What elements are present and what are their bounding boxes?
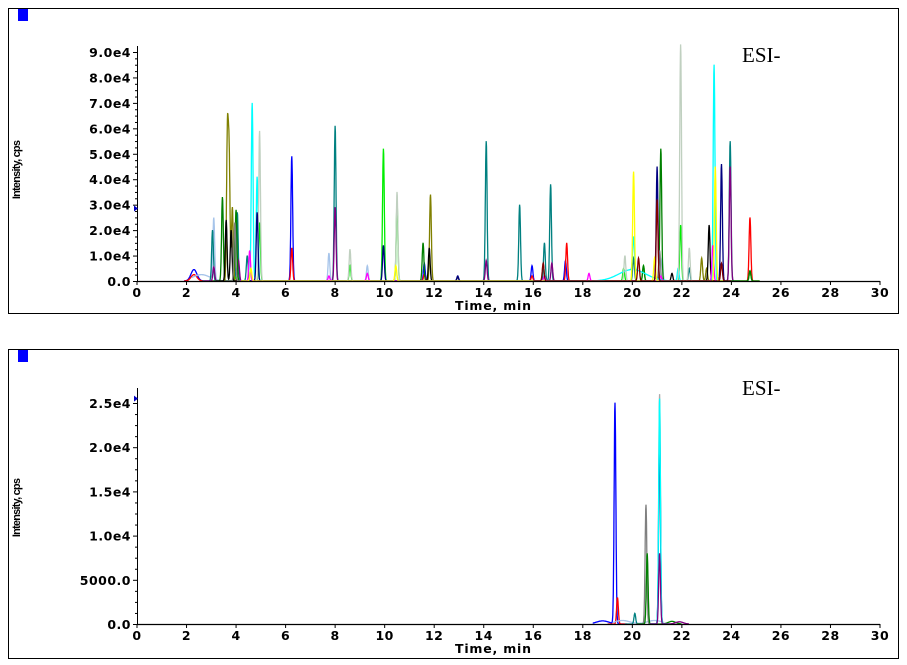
y-tick-label: 5.0e4	[89, 147, 131, 162]
x-tick-label: 28	[821, 628, 839, 643]
x-tick-label: 12	[425, 285, 443, 300]
y-tick-label: 8.0e4	[89, 70, 131, 85]
series-lightsteelblue	[612, 619, 665, 624]
ionization-mode-annotation: ESI-	[742, 43, 781, 67]
x-tick-label: 24	[722, 628, 740, 643]
y-tick-label: 1.0e4	[89, 529, 131, 544]
legend-square-icon	[18, 350, 28, 362]
x-tick-label: 0	[132, 285, 141, 300]
x-tick-label: 2	[182, 285, 191, 300]
chart-panel-1: 0.0 1.0e4 2.0e4 3.0e4 4.0e4 5.0e4 6.0e4 7.0e4 8.…	[8, 8, 899, 314]
x-tick-label: 26	[772, 285, 790, 300]
x-tick-label: 16	[524, 628, 542, 643]
y-tick-label: 2.0e4	[89, 223, 131, 238]
y-axis-label: Intensity, cps	[11, 140, 23, 199]
y-tick-label: 6.0e4	[89, 121, 131, 136]
x-tick-label: 16	[524, 285, 542, 300]
y-tick-label: 0.0	[107, 617, 131, 632]
y-axis-marker-icon	[134, 395, 138, 402]
panel-frame	[8, 8, 899, 314]
x-tick-label: 8	[331, 285, 340, 300]
x-tick-label: 6	[281, 285, 290, 300]
ionization-mode-annotation: ESI-	[742, 376, 781, 400]
x-tick-label: 14	[475, 628, 493, 643]
x-tick-label: 22	[673, 628, 691, 643]
x-tick-label: 12	[425, 628, 443, 643]
y-tick-label: 5000.0	[80, 573, 131, 588]
x-tick-label: 10	[375, 628, 393, 643]
x-tick-label: 0	[132, 628, 141, 643]
x-tick-label: 4	[231, 628, 240, 643]
y-tick-label: 7.0e4	[89, 96, 131, 111]
y-axis-label: Intensity, cps	[11, 478, 23, 537]
x-tick-label: 18	[574, 285, 592, 300]
x-tick-label: 20	[623, 285, 641, 300]
y-tick-label: 0.0	[107, 274, 131, 289]
x-tick-label: 18	[574, 628, 592, 643]
y-tick-label: 2.0e4	[89, 440, 131, 455]
y-tick-label: 4.0e4	[89, 172, 131, 187]
x-tick-label: 14	[475, 285, 493, 300]
x-axis-label: Time, min	[455, 298, 532, 313]
x-tick-label: 24	[722, 285, 740, 300]
x-tick-label: 10	[375, 285, 393, 300]
y-axis-marker-icon	[134, 205, 138, 212]
x-tick-label: 26	[772, 628, 790, 643]
x-tick-label: 4	[231, 285, 240, 300]
x-tick-label: 20	[623, 628, 641, 643]
x-tick-label: 30	[871, 628, 889, 643]
x-axis-label: Time, min	[455, 641, 532, 656]
y-tick-label: 9.0e4	[89, 45, 131, 60]
x-tick-label: 8	[331, 628, 340, 643]
x-tick-label: 30	[871, 285, 889, 300]
x-tick-label: 22	[673, 285, 691, 300]
x-tick-label: 28	[821, 285, 839, 300]
y-tick-label: 1.5e4	[89, 484, 131, 499]
y-tick-label: 3.0e4	[89, 198, 131, 213]
x-tick-label: 2	[182, 628, 191, 643]
legend-square-icon	[18, 9, 28, 21]
y-tick-label: 1.0e4	[89, 249, 131, 264]
y-tick-label: 2.5e4	[89, 396, 131, 411]
panel-frame	[8, 349, 899, 659]
x-tick-label: 6	[281, 628, 290, 643]
